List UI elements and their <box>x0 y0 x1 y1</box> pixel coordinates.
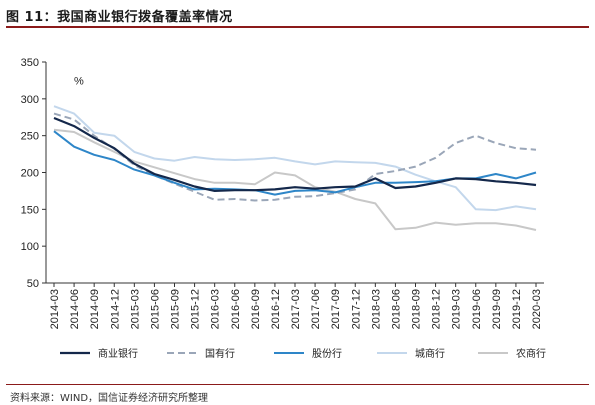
x-tick-label: 2016-09 <box>250 289 262 329</box>
figure-title: 图 11：我国商业银行拨备覆盖率情况 <box>6 9 233 25</box>
x-tick-label: 2014-12 <box>109 289 121 329</box>
x-tick-label: 2018-03 <box>370 289 382 329</box>
y-tick-label: 50 <box>27 278 39 290</box>
legend-label-rural: 农商行 <box>516 347 546 360</box>
y-tick-label: 100 <box>21 241 39 253</box>
series-line-rural <box>53 128 537 231</box>
x-tick-label: 2015-06 <box>149 289 161 329</box>
x-tick-label: 2017-03 <box>290 289 302 329</box>
legend-label-commercial: 商业银行 <box>98 347 138 360</box>
x-tick-label: 2018-09 <box>411 289 423 329</box>
x-tick-label: 2016-03 <box>210 289 222 329</box>
series-line-commercial <box>53 116 537 192</box>
y-tick-label: 150 <box>21 204 39 216</box>
x-tick-label: 2019-12 <box>511 289 523 329</box>
legend-label-joint: 股份行 <box>312 347 342 360</box>
x-tick-label: 2018-06 <box>390 289 402 329</box>
x-tick-label: 2019-06 <box>471 289 483 329</box>
y-tick-label: 250 <box>21 131 39 143</box>
x-tick-label: 2014-03 <box>49 289 61 329</box>
x-tick-label: 2017-12 <box>350 289 362 329</box>
series-line-city <box>53 105 537 212</box>
legend-label-city: 城商行 <box>415 347 445 360</box>
x-tick-label: 2015-09 <box>170 289 182 329</box>
x-tick-label: 2018-12 <box>431 289 443 329</box>
x-tick-label: 2016-12 <box>270 289 282 329</box>
plot-area <box>53 105 537 231</box>
x-tick-label: 2017-09 <box>330 289 342 329</box>
source-note: 资料来源：WIND，国信证券经济研究所整理 <box>10 393 209 404</box>
x-tick-label: 2019-03 <box>451 289 463 329</box>
x-tick-label: 2020-03 <box>531 289 543 329</box>
y-tick-label: 300 <box>21 94 39 106</box>
y-tick-label: 350 <box>21 57 39 69</box>
x-tick-label: 2017-06 <box>310 289 322 329</box>
y-axis: 50 100 150 200 250 300 350% <box>21 57 84 290</box>
legend: 商业银行 国有行 股份行 城商行 农商行 <box>60 347 546 360</box>
x-tick-label: 2015-03 <box>129 289 141 329</box>
series-line-joint <box>53 130 537 196</box>
x-tick-label: 2014-06 <box>69 289 81 329</box>
x-axis: 2014-03 2014-06 2014-09 2014-12 2015-03 2015-… <box>46 282 544 329</box>
series-line-state <box>53 112 537 202</box>
figure-title-bar: 图 11：我国商业银行拨备覆盖率情况 <box>6 4 589 28</box>
x-tick-label: 2015-12 <box>190 289 202 329</box>
x-tick-label: 2014-09 <box>89 289 101 329</box>
footer-rule <box>6 384 589 385</box>
y-tick-label: 200 <box>21 168 39 180</box>
x-tick-label: 2016-06 <box>230 289 242 329</box>
unit-label: % <box>74 75 84 87</box>
x-tick-label: 2019-09 <box>491 289 503 329</box>
legend-label-state: 国有行 <box>205 347 235 360</box>
